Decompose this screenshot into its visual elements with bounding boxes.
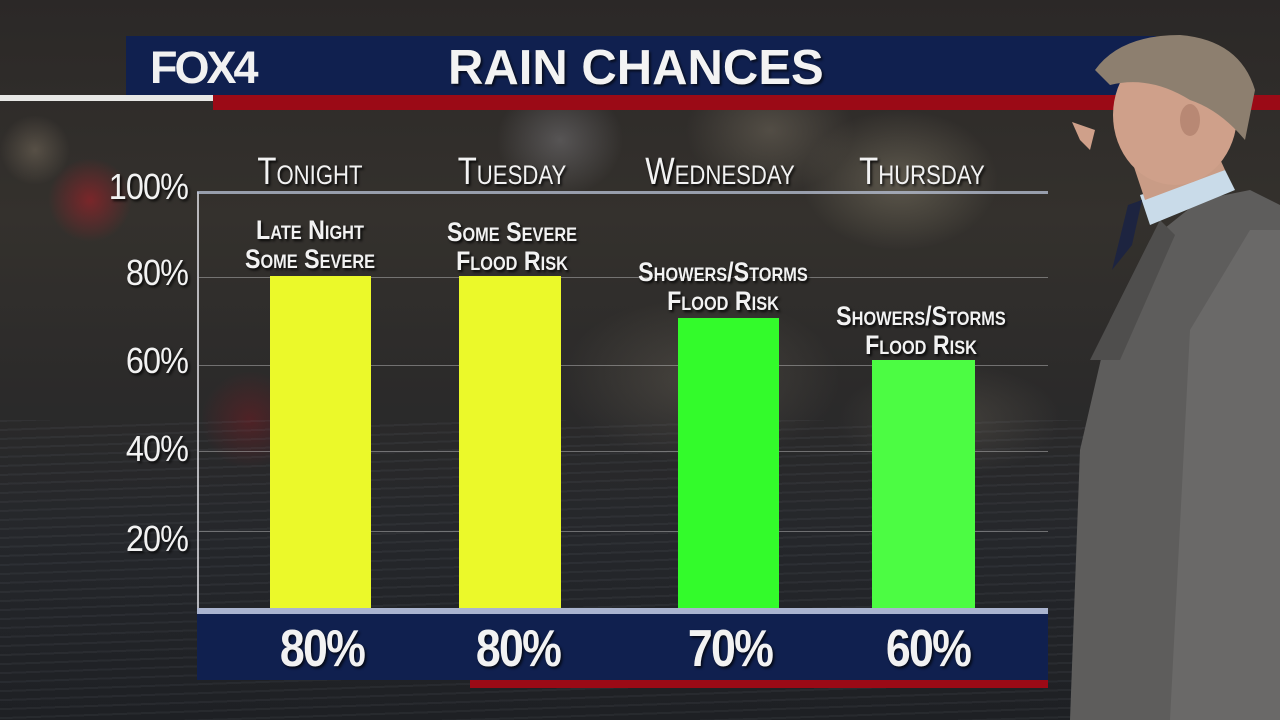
y-tick-40: 40% (125, 428, 189, 469)
day-label-thursday: Thursday (859, 151, 985, 193)
x-axis-line (197, 608, 1048, 614)
note-wednesday: Showers/Storms Flood Risk (616, 258, 831, 316)
day-label-wednesday: Wednesday (645, 151, 795, 193)
header-bar (126, 36, 1156, 96)
note-line: Late Night (256, 215, 364, 245)
bar-tonight (270, 276, 371, 610)
note-line: Some Severe (446, 217, 578, 247)
bar-thursday (872, 359, 975, 610)
gridline-100 (197, 191, 1048, 194)
y-tick-60: 60% (125, 340, 189, 381)
value-tonight: 80% (279, 620, 366, 678)
header-accent-line (0, 95, 213, 101)
note-thursday: Showers/Storms Flood Risk (814, 302, 1029, 360)
y-tick-100: 100% (108, 166, 189, 207)
note-line: Showers/Storms (638, 257, 808, 287)
plot-area (197, 192, 1048, 610)
value-panel-red-stripe (470, 680, 1048, 688)
note-tonight: Late Night Some Severe (215, 216, 404, 274)
bar-wednesday (678, 318, 779, 610)
y-tick-80: 80% (125, 252, 189, 293)
note-line: Flood Risk (667, 286, 779, 316)
value-thursday: 60% (885, 620, 972, 678)
value-panel (197, 614, 1048, 680)
day-label-tuesday: Tuesday (457, 151, 567, 193)
y-tick-20: 20% (125, 518, 189, 559)
gridline-20 (199, 531, 1048, 532)
bar-tuesday (459, 276, 561, 610)
fox4-logo: FOX4 (150, 42, 259, 93)
gridline-40 (199, 451, 1048, 452)
header-red-stripe (213, 95, 1280, 110)
note-line: Flood Risk (865, 330, 977, 360)
value-tuesday: 80% (475, 620, 562, 678)
note-line: Showers/Storms (836, 301, 1006, 331)
page-title: RAIN CHANCES (448, 41, 824, 95)
value-wednesday: 70% (687, 620, 774, 678)
note-line: Some Severe (244, 244, 376, 274)
note-tuesday: Some Severe Flood Risk (417, 218, 606, 276)
day-label-tonight: Tonight (257, 151, 363, 193)
gridline-80 (199, 277, 1048, 278)
note-line: Flood Risk (456, 246, 568, 276)
gridline-60 (199, 365, 1048, 366)
presenter-figure (1070, 35, 1280, 720)
